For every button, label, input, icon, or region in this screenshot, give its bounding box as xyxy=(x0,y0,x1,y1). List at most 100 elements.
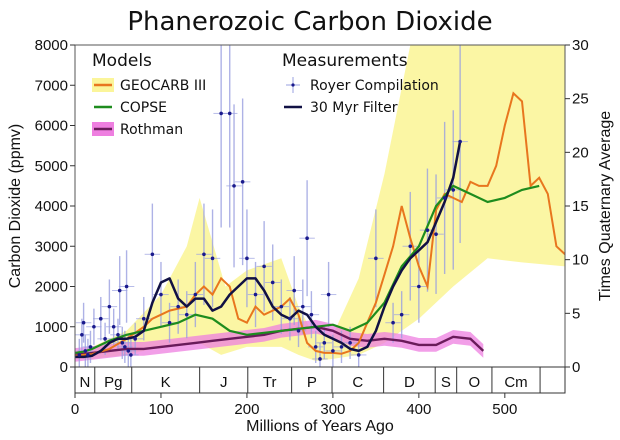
royer-point xyxy=(399,312,404,317)
royer-point xyxy=(184,312,189,317)
royer-point xyxy=(124,284,129,289)
royer-point xyxy=(193,292,198,297)
royer-point xyxy=(77,353,82,357)
royer-point xyxy=(133,337,137,341)
royer-point xyxy=(150,252,155,257)
royer-point xyxy=(253,292,258,297)
series-lines xyxy=(75,91,565,359)
y-tick-label: 1000 xyxy=(35,319,68,336)
royer-point xyxy=(117,288,122,293)
model-uncertainty-bands xyxy=(75,45,565,362)
royer-point xyxy=(126,349,131,353)
x-tick-label: 300 xyxy=(320,401,345,418)
y2-axis-label: Times Quaternary Average xyxy=(597,111,614,301)
royer-point xyxy=(279,304,284,309)
royer-point xyxy=(442,196,447,200)
royer-point xyxy=(296,328,301,333)
x-axis: 0 100 200 300 400 500 xyxy=(71,392,565,418)
geocarb-line xyxy=(75,91,565,357)
royer-point xyxy=(120,341,125,345)
royer-point xyxy=(167,320,172,325)
y2-tick-label: 10 xyxy=(572,252,589,269)
y-tick-label: 5000 xyxy=(35,158,68,175)
royer-point xyxy=(111,324,116,329)
royer-point xyxy=(123,345,127,349)
legend-models-heading: Models xyxy=(92,51,152,71)
royer-point xyxy=(245,256,249,261)
period-label: K xyxy=(161,374,171,391)
period-label: Cm xyxy=(504,374,527,391)
copse-line xyxy=(75,184,540,354)
royer-point xyxy=(202,252,206,257)
y-tick-label: 7000 xyxy=(35,77,68,94)
period-label: S xyxy=(441,374,451,391)
geologic-periods-bar: N Pg K J Tr P C D S O Cm xyxy=(74,366,566,394)
legend-swatch-point xyxy=(291,83,295,87)
legend-label: Royer Compilation xyxy=(310,78,439,94)
royer-point xyxy=(391,320,395,325)
royer-point xyxy=(88,345,93,349)
y2-tick-label: 5 xyxy=(572,305,580,322)
royer-point xyxy=(318,357,322,361)
y-axis-right: 0 5 10 15 20 25 30 xyxy=(565,37,589,376)
royer-point xyxy=(417,284,421,289)
x-tick-label: 200 xyxy=(234,401,259,418)
y-tick-label: 0 xyxy=(60,359,68,376)
royer-point xyxy=(80,333,84,337)
royer-point xyxy=(92,324,96,329)
royer-point xyxy=(458,139,462,144)
royer-point xyxy=(141,316,146,321)
period-label: D xyxy=(404,374,415,391)
x-tick-label: 500 xyxy=(492,401,517,418)
y2-tick-label: 30 xyxy=(572,37,589,54)
royer-point xyxy=(322,341,327,345)
x-axis-label: Millions of Years Ago xyxy=(246,418,394,435)
y2-tick-label: 0 xyxy=(572,359,580,376)
royer-point xyxy=(81,320,86,325)
legend-label: GEOCARB III xyxy=(120,78,206,94)
royer-point xyxy=(292,288,297,293)
y-tick-label: 3000 xyxy=(35,238,68,255)
period-label: O xyxy=(468,374,480,391)
royer-point xyxy=(288,316,292,321)
royer-point xyxy=(313,345,318,349)
legend-label: 30 Myr Filter xyxy=(310,100,398,116)
legend: Models Measurements GEOCARB III COPSE Roth… xyxy=(92,51,439,138)
period-label: Pg xyxy=(104,374,122,391)
chart-title: Phanerozoic Carbon Dioxide xyxy=(127,7,492,37)
royer-point xyxy=(103,337,107,341)
royer-point xyxy=(176,304,180,309)
royer-point xyxy=(434,232,438,236)
period-label: J xyxy=(220,374,228,391)
legend-label: Rothman xyxy=(120,122,183,138)
y-tick-label: 6000 xyxy=(35,118,68,135)
royer-point xyxy=(301,304,305,309)
periods-frame xyxy=(74,366,566,394)
geocarb-band xyxy=(75,45,565,361)
royer-point xyxy=(270,280,275,285)
legend-measurements-heading: Measurements xyxy=(282,51,408,71)
royer-point xyxy=(348,341,352,345)
royer-point xyxy=(305,236,309,240)
royer-point xyxy=(86,353,90,357)
rothman-band xyxy=(75,319,484,362)
royer-point xyxy=(356,353,361,357)
y-axis-left: 0 1000 2000 3000 4000 5000 6000 7000 8000 xyxy=(35,37,75,376)
period-label: P xyxy=(307,374,317,391)
royer-point xyxy=(262,264,266,269)
royer-point xyxy=(374,256,378,261)
period-label: C xyxy=(352,374,363,391)
legend-label: COPSE xyxy=(120,100,167,116)
royer-point xyxy=(107,304,112,309)
royer-point xyxy=(408,244,413,249)
royer-point xyxy=(219,111,223,116)
y-tick-label: 2000 xyxy=(35,279,68,296)
y2-tick-label: 25 xyxy=(572,91,589,108)
royer-point xyxy=(425,228,430,232)
royer-point xyxy=(451,188,456,192)
royer-points xyxy=(77,111,462,361)
royer-point xyxy=(98,316,103,321)
x-tick-label: 400 xyxy=(406,401,431,418)
x-tick-label: 100 xyxy=(148,401,173,418)
